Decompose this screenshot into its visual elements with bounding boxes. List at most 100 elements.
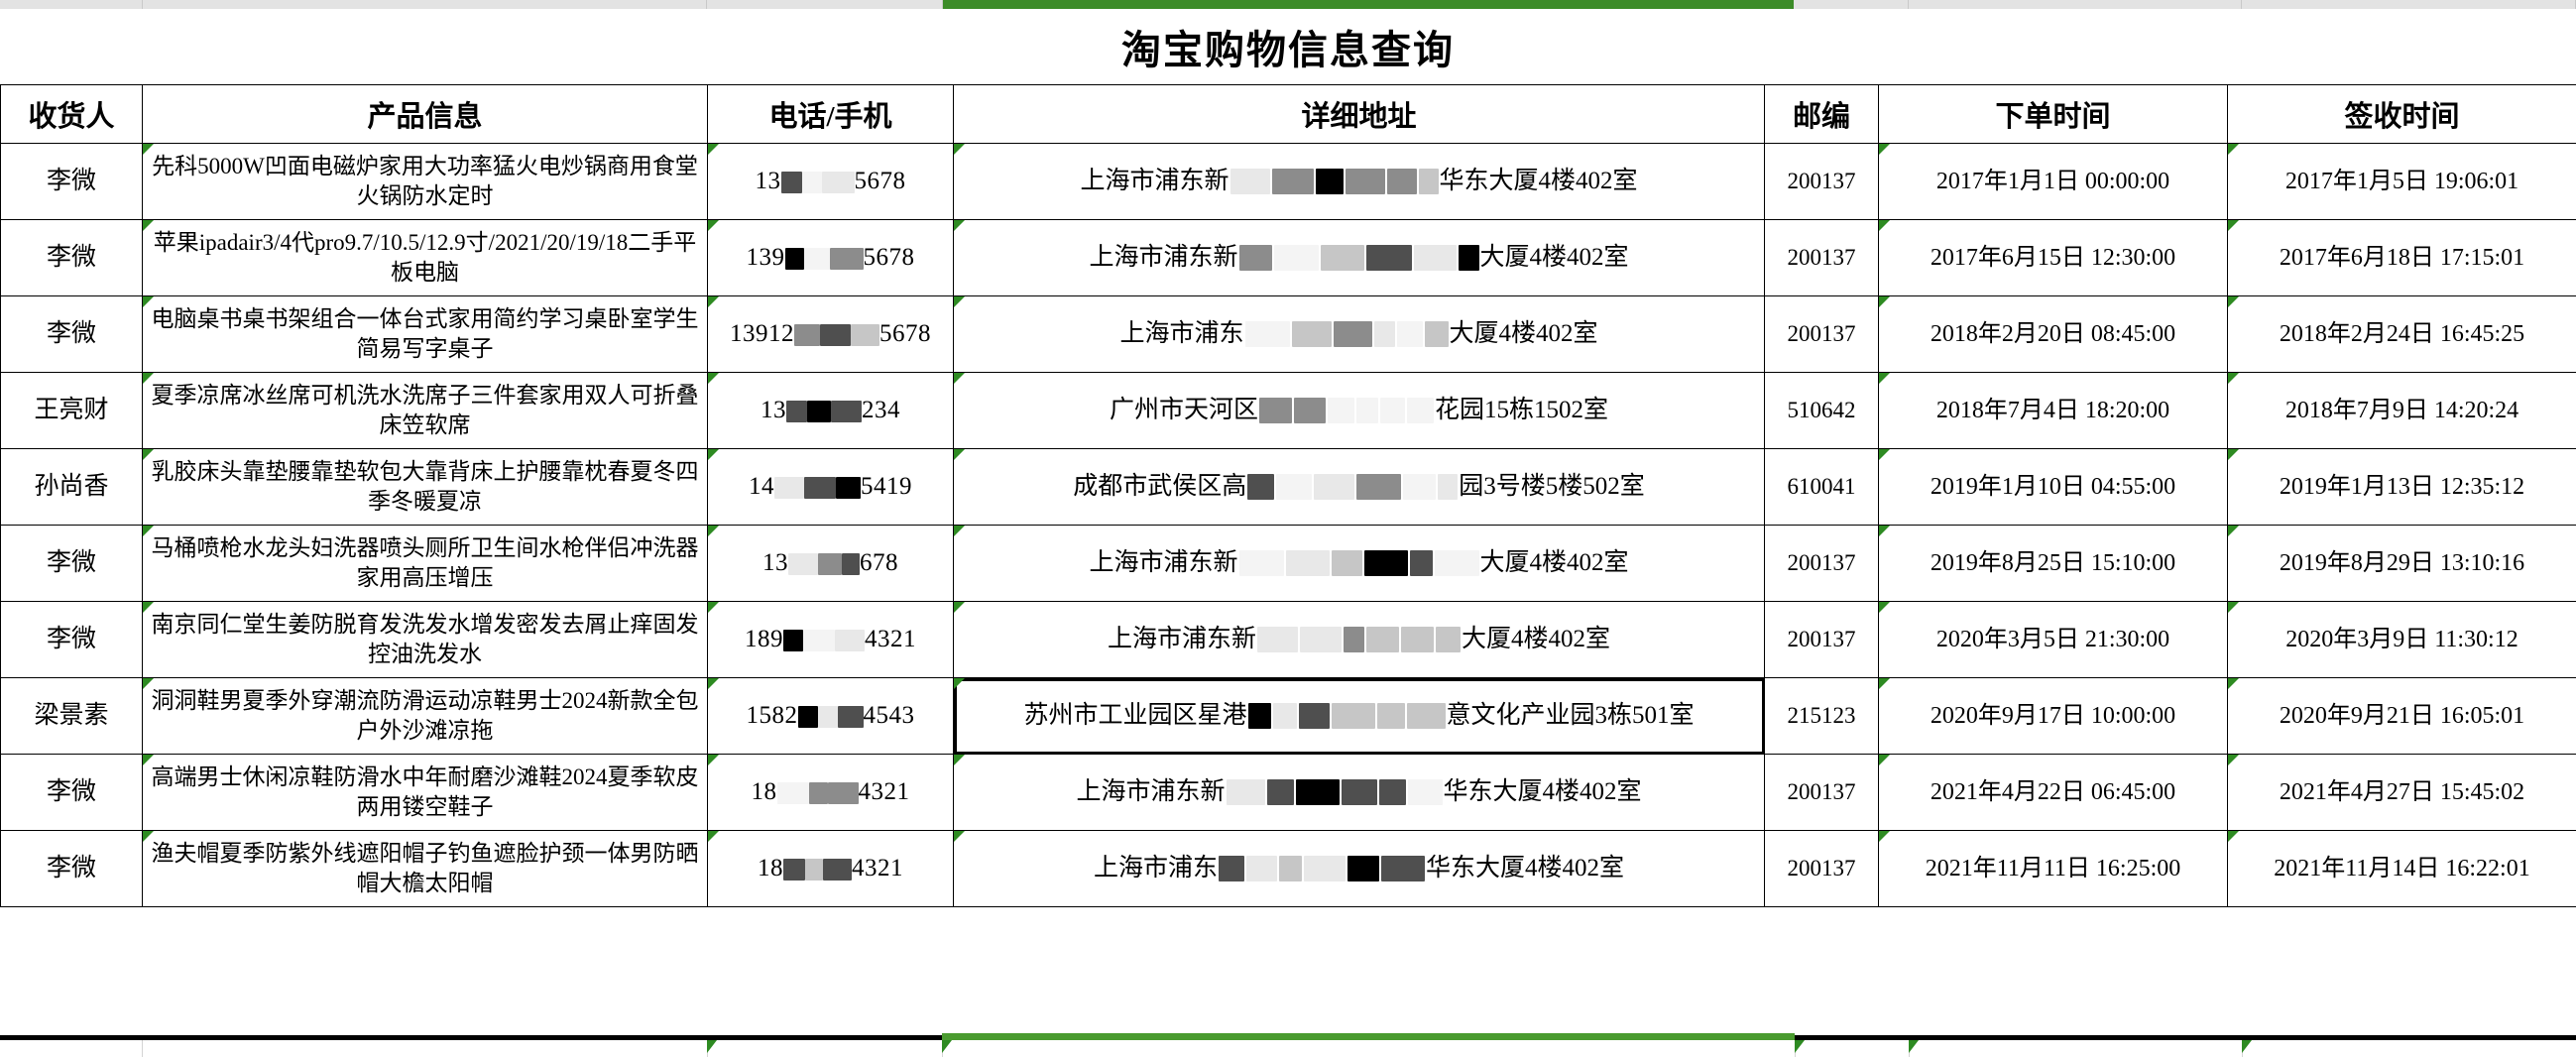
redaction-block (1365, 245, 1412, 271)
cell-recipient[interactable]: 孙尚香 (0, 448, 143, 526)
cell-product[interactable]: 高端男士休闲凉鞋防滑水中年耐磨沙滩鞋2024夏季软皮两用镂空鞋子 (142, 754, 708, 831)
cell-order-time[interactable]: 2018年2月20日 08:45:00 (1878, 295, 2228, 373)
strip-segment-3[interactable] (707, 0, 943, 9)
cell-product[interactable]: 洞洞鞋男夏季外穿潮流防滑运动凉鞋男士2024新款全包户外沙滩凉拖 (142, 677, 708, 755)
cell-product[interactable]: 电脑桌书桌书架组合一体台式家用简约学习桌卧室学生简易写字桌子 (142, 295, 708, 373)
cell-order-time[interactable]: 2021年11月11日 16:25:00 (1878, 830, 2228, 907)
cell-zipcode[interactable]: 200137 (1764, 143, 1879, 220)
column-header-strip[interactable] (0, 0, 2576, 9)
table-row[interactable]: 李微 渔夫帽夏季防紫外线遮阳帽子钓鱼遮脸护颈一体男防晒帽大檐太阳帽 18 4321 上海… (0, 830, 2576, 907)
strip-segment-2[interactable] (142, 0, 708, 9)
cell-product[interactable]: 先科5000W凹面电磁炉家用大功率猛火电炒锅商用食堂火锅防水定时 (142, 143, 708, 220)
header-sign-time[interactable]: 签收时间 (2227, 84, 2576, 144)
cell-recipient[interactable]: 李微 (0, 219, 143, 296)
cell-sign-time[interactable]: 2020年9月21日 16:05:01 (2227, 677, 2576, 755)
cell-address[interactable]: 上海市浦东新 大厦4楼402室 (953, 601, 1765, 678)
cell-phone[interactable]: 18 4321 (707, 754, 954, 831)
cell-recipient[interactable]: 王亮财 (0, 372, 143, 449)
cell-recipient[interactable]: 李微 (0, 295, 143, 373)
strip-segment-1[interactable] (0, 0, 143, 9)
cell-product[interactable]: 渔夫帽夏季防紫外线遮阳帽子钓鱼遮脸护颈一体男防晒帽大檐太阳帽 (142, 830, 708, 907)
cell-phone[interactable]: 189 4321 (707, 601, 954, 678)
cell-product[interactable]: 南京同仁堂生姜防脱育发洗发水增发密发去屑止痒固发控油洗发水 (142, 601, 708, 678)
cell-product[interactable]: 苹果ipadair3/4代pro9.7/10.5/12.9寸/2021/20/1… (142, 219, 708, 296)
cell-phone[interactable]: 14 5419 (707, 448, 954, 526)
cell-sign-time[interactable]: 2021年4月27日 15:45:02 (2227, 754, 2576, 831)
cell-product[interactable]: 夏季凉席冰丝席可机洗水洗席子三件套家用双人可折叠床笠软席 (142, 372, 708, 449)
cell-order-time[interactable]: 2018年7月4日 18:20:00 (1878, 372, 2228, 449)
cell-address[interactable]: 苏州市工业园区星港 意文化产业园3栋501室 (953, 677, 1765, 755)
cell-order-time[interactable]: 2019年1月10日 04:55:00 (1878, 448, 2228, 526)
cell-order-time[interactable]: 2020年9月17日 10:00:00 (1878, 677, 2228, 755)
table-row[interactable]: 王亮财 夏季凉席冰丝席可机洗水洗席子三件套家用双人可折叠床笠软席 13 234 广州市天… (0, 372, 2576, 449)
table-row[interactable]: 李微 先科5000W凹面电磁炉家用大功率猛火电炒锅商用食堂火锅防水定时 13 5678… (0, 143, 2576, 220)
cell-phone[interactable]: 13 678 (707, 525, 954, 602)
table-row[interactable]: 梁景素 洞洞鞋男夏季外穿潮流防滑运动凉鞋男士2024新款全包户外沙滩凉拖 1582 4… (0, 677, 2576, 755)
cell-phone[interactable]: 13912 5678 (707, 295, 954, 373)
cell-recipient[interactable]: 李微 (0, 143, 143, 220)
header-order-time[interactable]: 下单时间 (1878, 84, 2228, 144)
cell-order-time[interactable]: 2020年3月5日 21:30:00 (1878, 601, 2228, 678)
cell-address[interactable]: 上海市浦东新 大厦4楼402室 (953, 219, 1765, 296)
table-row[interactable]: 李微 南京同仁堂生姜防脱育发洗发水增发密发去屑止痒固发控油洗发水 189 4321 上海… (0, 601, 2576, 678)
strip-segment-7[interactable] (2241, 0, 2576, 9)
cell-zipcode[interactable]: 200137 (1764, 219, 1879, 296)
cell-zipcode[interactable]: 200137 (1764, 295, 1879, 373)
cell-phone[interactable]: 139 5678 (707, 219, 954, 296)
strip-segment-6[interactable] (1908, 0, 2242, 9)
cell-address[interactable]: 上海市浦东 华东大厦4楼402室 (953, 830, 1765, 907)
header-product[interactable]: 产品信息 (142, 84, 708, 144)
header-phone[interactable]: 电话/手机 (707, 84, 954, 144)
table-row[interactable]: 李微 高端男士休闲凉鞋防滑水中年耐磨沙滩鞋2024夏季软皮两用镂空鞋子 18 4321… (0, 754, 2576, 831)
cell-address[interactable]: 上海市浦东新 华东大厦4楼402室 (953, 754, 1765, 831)
cell-recipient[interactable]: 李微 (0, 601, 143, 678)
cell-zipcode[interactable]: 200137 (1764, 830, 1879, 907)
cell-sign-time[interactable]: 2019年8月29日 13:10:16 (2227, 525, 2576, 602)
cell-recipient[interactable]: 梁景素 (0, 677, 143, 755)
cell-phone[interactable]: 13 5678 (707, 143, 954, 220)
cell-phone[interactable]: 1582 4543 (707, 677, 954, 755)
cell-order-time[interactable]: 2019年8月25日 15:10:00 (1878, 525, 2228, 602)
cell-recipient[interactable]: 李微 (0, 830, 143, 907)
redaction-block (797, 706, 818, 729)
cell-zipcode[interactable]: 610041 (1764, 448, 1879, 526)
cell-address[interactable]: 成都市武侯区高 园3号楼5楼502室 (953, 448, 1765, 526)
table-row[interactable]: 孙尚香 乳胶床头靠垫腰靠垫软包大靠背床上护腰靠枕春夏冬四季冬暖夏凉 14 5419 成都… (0, 448, 2576, 526)
cell-product[interactable]: 乳胶床头靠垫腰靠垫软包大靠背床上护腰靠枕春夏冬四季冬暖夏凉 (142, 448, 708, 526)
cell-recipient[interactable]: 李微 (0, 525, 143, 602)
header-zipcode[interactable]: 邮编 (1764, 84, 1879, 144)
header-address[interactable]: 详细地址 (953, 84, 1765, 144)
header-recipient[interactable]: 收货人 (0, 84, 143, 144)
redaction-block (1381, 856, 1425, 881)
cell-sign-time[interactable]: 2021年11月14日 16:22:01 (2227, 830, 2576, 907)
cell-address[interactable]: 上海市浦东新 大厦4楼402室 (953, 525, 1765, 602)
cell-address[interactable]: 广州市天河区 花园15栋1502室 (953, 372, 1765, 449)
cell-zipcode[interactable]: 200137 (1764, 525, 1879, 602)
cell-sign-time[interactable]: 2017年6月18日 17:15:01 (2227, 219, 2576, 296)
cell-recipient[interactable]: 李微 (0, 754, 143, 831)
cell-order-time[interactable]: 2021年4月22日 06:45:00 (1878, 754, 2228, 831)
cell-product[interactable]: 马桶喷枪水龙头妇洗器喷头厕所卫生间水枪伴侣冲洗器家用高压增压 (142, 525, 708, 602)
cell-zipcode[interactable]: 200137 (1764, 754, 1879, 831)
cell-phone[interactable]: 13 234 (707, 372, 954, 449)
cell-sign-time[interactable]: 2017年1月5日 19:06:01 (2227, 143, 2576, 220)
cell-phone[interactable]: 18 4321 (707, 830, 954, 907)
cell-zipcode[interactable]: 510642 (1764, 372, 1879, 449)
cell-address[interactable]: 上海市浦东新 华东大厦4楼402室 (953, 143, 1765, 220)
cell-zipcode[interactable]: 200137 (1764, 601, 1879, 678)
cell-address[interactable]: 上海市浦东 大厦4楼402室 (953, 295, 1765, 373)
cell-sign-time[interactable]: 2018年2月24日 16:45:25 (2227, 295, 2576, 373)
cell-zipcode[interactable]: 215123 (1764, 677, 1879, 755)
phone-suffix: 5678 (879, 320, 931, 347)
cell-sign-time[interactable]: 2018年7月9日 14:20:24 (2227, 372, 2576, 449)
strip-segment-highlighted[interactable] (942, 0, 1794, 9)
redaction-block (1271, 169, 1314, 194)
cell-order-time[interactable]: 2017年6月15日 12:30:00 (1878, 219, 2228, 296)
strip-segment-5[interactable] (1793, 0, 1909, 9)
cell-sign-time[interactable]: 2020年3月9日 11:30:12 (2227, 601, 2576, 678)
table-row[interactable]: 李微 马桶喷枪水龙头妇洗器喷头厕所卫生间水枪伴侣冲洗器家用高压增压 13 678 上海市… (0, 525, 2576, 602)
table-row[interactable]: 李微 苹果ipadair3/4代pro9.7/10.5/12.9寸/2021/20… (0, 219, 2576, 296)
table-row[interactable]: 李微 电脑桌书桌书架组合一体台式家用简约学习桌卧室学生简易写字桌子 13912 567… (0, 295, 2576, 373)
cell-order-time[interactable]: 2017年1月1日 00:00:00 (1878, 143, 2228, 220)
cell-sign-time[interactable]: 2019年1月13日 12:35:12 (2227, 448, 2576, 526)
